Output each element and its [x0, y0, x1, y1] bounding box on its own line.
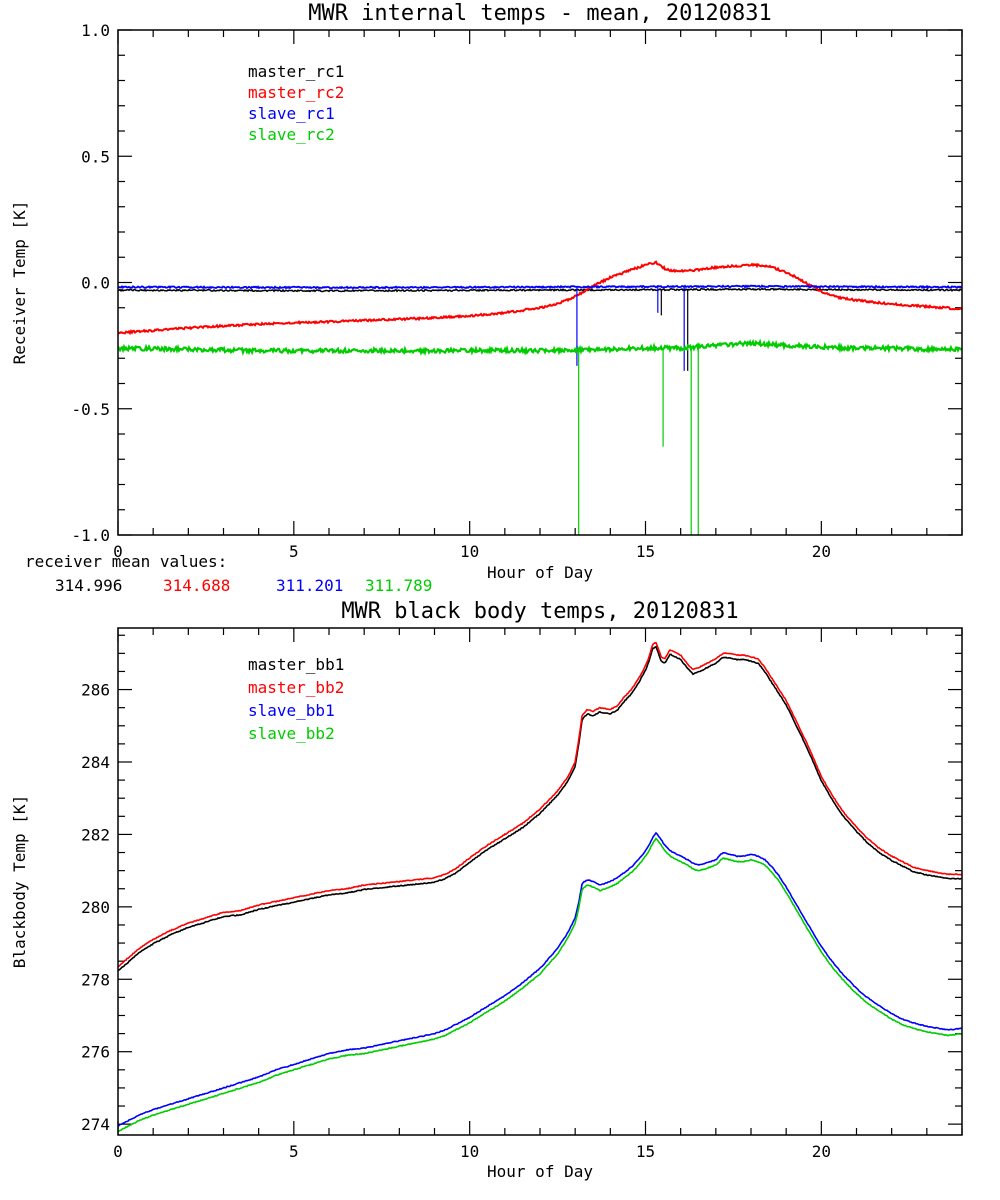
series-slave_bb1-line — [118, 831, 962, 1127]
series-master_bb2-line — [118, 641, 962, 968]
legend-slave_bb2: slave_bb2 — [248, 724, 335, 743]
y-tick-label: 286 — [81, 681, 110, 700]
chart-title: MWR black body temps, 20120831 — [341, 600, 738, 624]
chart-title: MWR internal temps - mean, 20120831 — [308, 1, 772, 26]
series-group — [118, 641, 962, 1133]
y-tick-label: 1.0 — [81, 21, 110, 40]
legend-master_rc1: master_rc1 — [248, 62, 344, 81]
series-master_bb1-line — [118, 645, 962, 972]
y-tick-label: 274 — [81, 1115, 110, 1134]
series-slave_rc2-line — [118, 338, 962, 357]
legend-master_bb2: master_bb2 — [248, 678, 344, 697]
receiver-temp-chart: MWR internal temps - mean, 20120831 0 5 10 1… — [10, 1, 963, 582]
mean-value-master-rc1: 314.996 — [55, 576, 123, 595]
x-tick-label: 15 — [636, 542, 655, 561]
x-tick-label: 20 — [812, 542, 831, 561]
y-tick-label: 276 — [81, 1043, 110, 1062]
axis-ticks — [117, 29, 963, 536]
x-tick-label: 10 — [460, 1142, 479, 1161]
mean-value-slave-rc2: 311.789 — [365, 576, 433, 595]
mean-value-master-rc2: 314.688 — [163, 576, 231, 595]
mean-value-slave-rc1: 311.201 — [276, 576, 344, 595]
series-master_rc1-line — [118, 287, 962, 293]
x-tick-label: 0 — [113, 1142, 123, 1161]
x-tick-label: 0 — [113, 542, 123, 561]
y-axis-label: Receiver Temp [K] — [10, 201, 29, 365]
y-tick-label: 284 — [81, 753, 110, 772]
legend-master_bb1: master_bb1 — [248, 655, 344, 674]
y-tick-label: 0.5 — [81, 147, 110, 166]
y-tick-label: 282 — [81, 825, 110, 844]
x-tick-label: 20 — [812, 1142, 831, 1161]
x-tick-label: 5 — [289, 542, 299, 561]
plot-box — [117, 29, 963, 536]
receiver-mean-values-label: receiver mean values: — [25, 552, 228, 571]
x-tick-label: 15 — [636, 1142, 655, 1161]
y-tick-label: 0.0 — [81, 274, 110, 293]
x-tick-label: 5 — [289, 1142, 299, 1161]
receiver-mean-values: 314.996 314.688 311.201 311.789 — [0, 576, 1000, 598]
legend-slave_rc1: slave_rc1 — [248, 104, 335, 123]
axis-ticks — [117, 628, 963, 1135]
x-axis-label: Hour of Day — [487, 563, 593, 582]
y-tick-label: -1.0 — [71, 526, 110, 545]
y-tick-label: 280 — [81, 898, 110, 917]
series-slave_rc1-line — [118, 284, 962, 290]
series-slave_bb2-line — [118, 837, 962, 1133]
y-tick-label: -0.5 — [71, 400, 110, 419]
y-tick-label: 278 — [81, 970, 110, 989]
y-axis-label: Blackbody Temp [K] — [10, 795, 29, 968]
plot-box — [117, 627, 963, 1136]
x-tick-label: 10 — [460, 542, 479, 561]
x-axis-label: Hour of Day — [487, 1162, 593, 1181]
series-group — [118, 260, 962, 535]
legend-master_rc2: master_rc2 — [248, 83, 344, 102]
blackbody-temp-chart: MWR black body temps, 20120831 0 5 10 15 20 27… — [10, 600, 963, 1181]
legend-slave_bb1: slave_bb1 — [248, 701, 335, 720]
series-master_rc2-line — [118, 260, 962, 336]
legend-slave_rc2: slave_rc2 — [248, 125, 335, 144]
